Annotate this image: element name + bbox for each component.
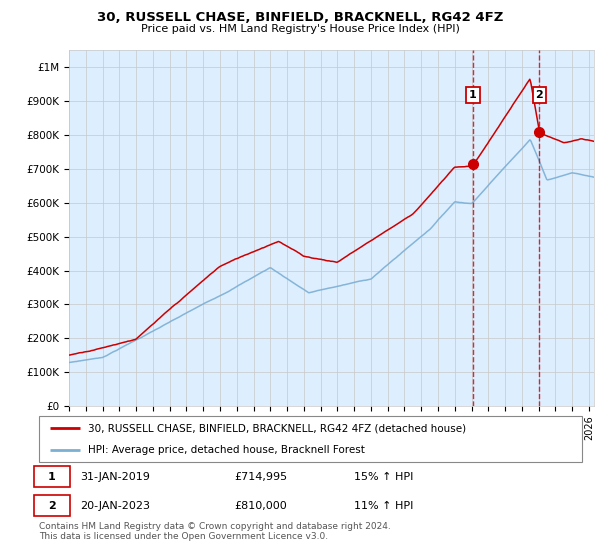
Text: 2: 2 <box>48 501 56 511</box>
Text: 11% ↑ HPI: 11% ↑ HPI <box>354 501 413 511</box>
FancyBboxPatch shape <box>34 495 70 516</box>
Text: 2: 2 <box>536 90 544 100</box>
FancyBboxPatch shape <box>39 416 582 462</box>
Text: £810,000: £810,000 <box>235 501 287 511</box>
Text: HPI: Average price, detached house, Bracknell Forest: HPI: Average price, detached house, Brac… <box>88 445 365 455</box>
FancyBboxPatch shape <box>34 466 70 487</box>
Text: 1: 1 <box>469 90 477 100</box>
Text: 30, RUSSELL CHASE, BINFIELD, BRACKNELL, RG42 4FZ (detached house): 30, RUSSELL CHASE, BINFIELD, BRACKNELL, … <box>88 423 466 433</box>
Text: 15% ↑ HPI: 15% ↑ HPI <box>354 472 413 482</box>
Text: 1: 1 <box>48 472 56 482</box>
Text: Contains HM Land Registry data © Crown copyright and database right 2024.
This d: Contains HM Land Registry data © Crown c… <box>39 522 391 542</box>
Text: 20-JAN-2023: 20-JAN-2023 <box>80 501 150 511</box>
Text: 31-JAN-2019: 31-JAN-2019 <box>80 472 149 482</box>
Text: Price paid vs. HM Land Registry's House Price Index (HPI): Price paid vs. HM Land Registry's House … <box>140 24 460 34</box>
Text: 30, RUSSELL CHASE, BINFIELD, BRACKNELL, RG42 4FZ: 30, RUSSELL CHASE, BINFIELD, BRACKNELL, … <box>97 11 503 24</box>
Text: £714,995: £714,995 <box>235 472 287 482</box>
